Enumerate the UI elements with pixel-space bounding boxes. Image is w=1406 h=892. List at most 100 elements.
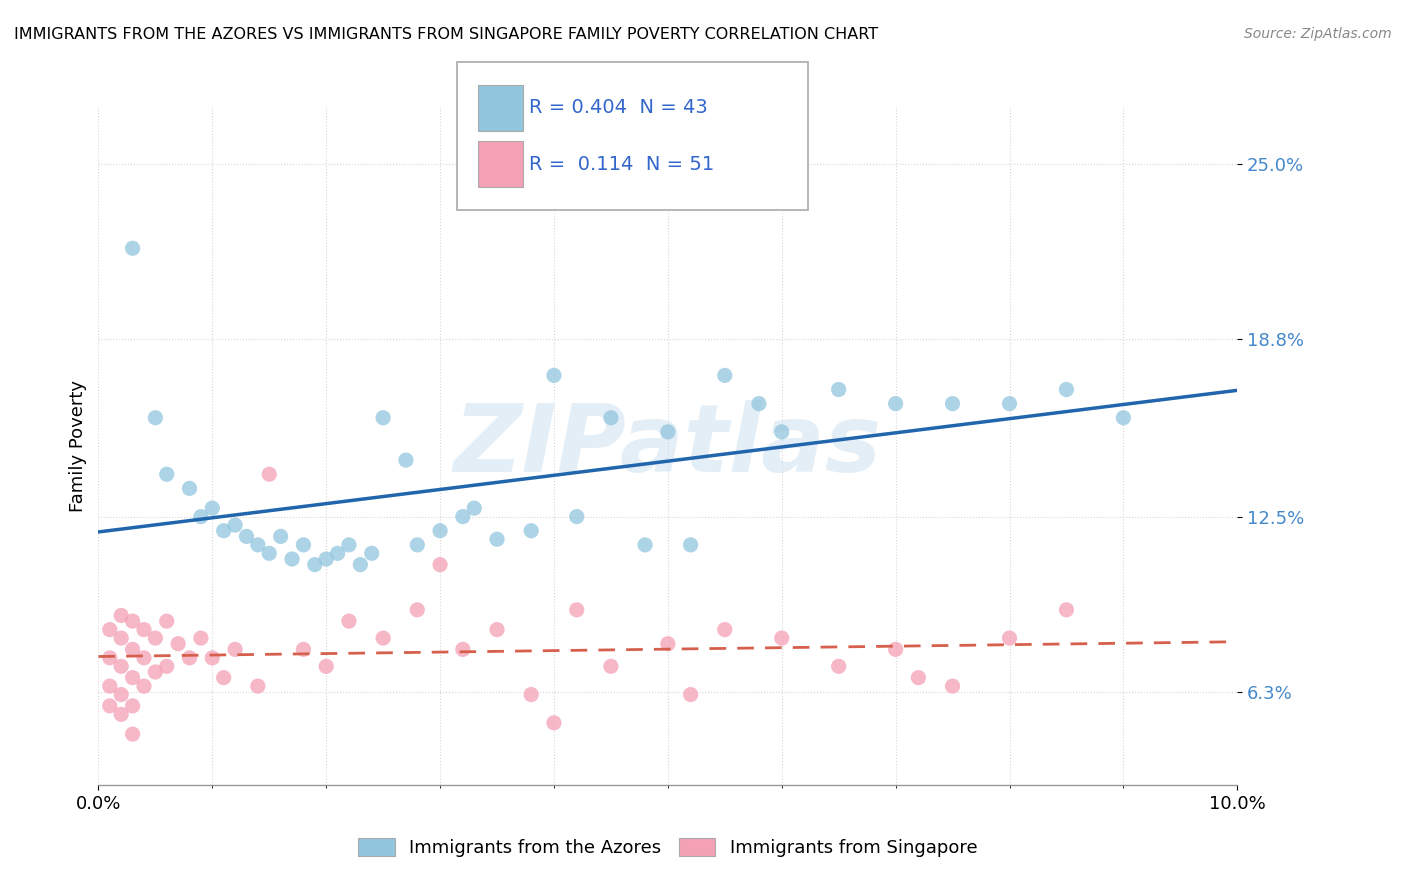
Point — [406, 538, 429, 552]
Point — [246, 679, 269, 693]
Point — [828, 659, 851, 673]
Point — [315, 552, 337, 566]
Point — [259, 467, 281, 482]
Point — [212, 524, 235, 538]
Point — [179, 651, 201, 665]
Point — [121, 727, 143, 741]
Point — [156, 614, 179, 628]
Point — [145, 410, 167, 425]
Point — [246, 538, 269, 552]
Point — [132, 651, 155, 665]
Point — [634, 538, 657, 552]
Point — [110, 707, 132, 722]
Point — [110, 688, 132, 702]
Point — [121, 241, 143, 255]
Point — [179, 482, 201, 496]
Point — [657, 637, 679, 651]
Point — [304, 558, 326, 572]
Point — [145, 631, 167, 645]
Point — [520, 524, 543, 538]
Point — [406, 603, 429, 617]
Point — [98, 651, 121, 665]
Point — [292, 642, 315, 657]
Point — [600, 659, 623, 673]
Point — [224, 518, 246, 533]
Point — [315, 659, 337, 673]
Point — [201, 651, 224, 665]
Point — [98, 679, 121, 693]
Point — [337, 614, 360, 628]
Point — [1056, 383, 1078, 397]
Text: IMMIGRANTS FROM THE AZORES VS IMMIGRANTS FROM SINGAPORE FAMILY POVERTY CORRELATI: IMMIGRANTS FROM THE AZORES VS IMMIGRANTS… — [14, 27, 879, 42]
Point — [486, 532, 509, 546]
Point — [565, 603, 588, 617]
Point — [714, 623, 737, 637]
Point — [110, 608, 132, 623]
Point — [121, 642, 143, 657]
Point — [145, 665, 167, 679]
Text: R =  0.114  N = 51: R = 0.114 N = 51 — [529, 154, 714, 174]
Point — [748, 396, 770, 410]
Point — [292, 538, 315, 552]
Y-axis label: Family Poverty: Family Poverty — [69, 380, 87, 512]
Point — [543, 715, 565, 730]
Point — [679, 688, 702, 702]
Point — [1056, 603, 1078, 617]
Legend: Immigrants from the Azores, Immigrants from Singapore: Immigrants from the Azores, Immigrants f… — [359, 838, 977, 857]
Point — [132, 623, 155, 637]
Point — [770, 631, 793, 645]
Point — [281, 552, 304, 566]
Point — [998, 396, 1021, 410]
Point — [770, 425, 793, 439]
Point — [714, 368, 737, 383]
Point — [224, 642, 246, 657]
Point — [121, 614, 143, 628]
Point — [349, 558, 371, 572]
Point — [429, 524, 451, 538]
Point — [190, 631, 212, 645]
Point — [600, 410, 623, 425]
Point — [373, 410, 395, 425]
Point — [942, 396, 965, 410]
Point — [486, 623, 509, 637]
Point — [451, 509, 474, 524]
Point — [212, 671, 235, 685]
Point — [132, 679, 155, 693]
Point — [395, 453, 418, 467]
Point — [201, 501, 224, 516]
Point — [828, 383, 851, 397]
Point — [884, 642, 907, 657]
Point — [110, 631, 132, 645]
Point — [942, 679, 965, 693]
Point — [156, 659, 179, 673]
Text: Source: ZipAtlas.com: Source: ZipAtlas.com — [1244, 27, 1392, 41]
Point — [235, 529, 257, 543]
Point — [121, 698, 143, 713]
Point — [360, 546, 382, 560]
Point — [337, 538, 360, 552]
Point — [520, 688, 543, 702]
Point — [156, 467, 179, 482]
Point — [167, 637, 190, 651]
Point — [679, 538, 702, 552]
Point — [373, 631, 395, 645]
Point — [270, 529, 292, 543]
Point — [429, 558, 451, 572]
Point — [565, 509, 588, 524]
Point — [907, 671, 929, 685]
Point — [451, 642, 474, 657]
Point — [463, 501, 485, 516]
Point — [259, 546, 281, 560]
Point — [326, 546, 349, 560]
Point — [543, 368, 565, 383]
Point — [98, 623, 121, 637]
Point — [657, 425, 679, 439]
Text: R = 0.404  N = 43: R = 0.404 N = 43 — [529, 98, 707, 118]
Point — [190, 509, 212, 524]
Point — [998, 631, 1021, 645]
Point — [98, 698, 121, 713]
Point — [884, 396, 907, 410]
Point — [121, 671, 143, 685]
Point — [1112, 410, 1135, 425]
Point — [110, 659, 132, 673]
